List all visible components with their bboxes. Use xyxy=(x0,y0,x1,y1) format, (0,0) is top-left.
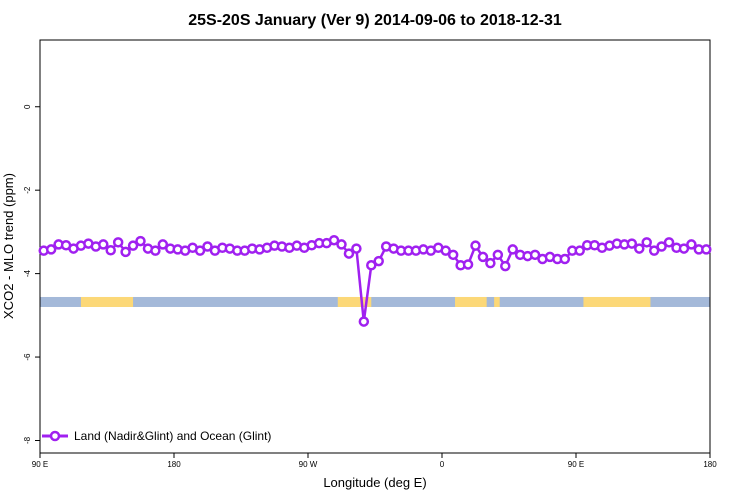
data-point xyxy=(45,244,57,255)
data-point xyxy=(127,240,139,251)
data-point xyxy=(663,237,675,248)
data-point xyxy=(485,257,496,269)
data-point xyxy=(470,240,481,251)
data-point xyxy=(358,316,370,327)
y-tick-label: -8 xyxy=(23,436,32,444)
data-point xyxy=(98,239,109,250)
data-point xyxy=(157,239,169,250)
y-tick-label: -2 xyxy=(23,186,32,194)
x-tick-label: 180 xyxy=(167,460,181,469)
x-tick-label: 90 E xyxy=(32,460,48,469)
data-point xyxy=(656,241,667,252)
data-point xyxy=(328,234,340,246)
land-segment xyxy=(583,296,651,307)
data-point xyxy=(500,260,511,272)
data-point xyxy=(351,243,362,254)
y-tick-label: 0 xyxy=(23,104,32,109)
land-segment xyxy=(337,296,372,307)
series-line xyxy=(43,238,707,323)
y-tick-label: -6 xyxy=(23,353,32,361)
data-point xyxy=(150,245,161,256)
data-point xyxy=(701,244,712,255)
data-point xyxy=(366,260,377,271)
data-point xyxy=(686,239,697,250)
x-axis-label: Longitude (deg E) xyxy=(323,475,426,490)
data-point xyxy=(105,245,116,256)
x-tick-label: 90 W xyxy=(299,460,318,469)
data-point xyxy=(447,249,459,261)
data-point xyxy=(641,237,652,248)
x-tick-label: 0 xyxy=(440,460,445,469)
y-tick-label: -4 xyxy=(23,270,32,278)
surface-band xyxy=(40,296,710,307)
legend: Land (Nadir&Glint) and Ocean (Glint) xyxy=(42,429,271,443)
y-axis: 0 -2 -4 -6 -8 xyxy=(23,104,40,444)
data-point xyxy=(120,246,131,258)
data-point xyxy=(678,243,690,254)
x-tick-label: 180 xyxy=(703,460,717,469)
data-point xyxy=(634,243,645,254)
data-point xyxy=(626,238,638,249)
data-point xyxy=(202,241,213,252)
x-tick-label: 90 E xyxy=(568,460,584,469)
data-point xyxy=(492,249,504,261)
data-point xyxy=(477,251,489,263)
chart-title: 25S-20S January (Ver 9) 2014-09-06 to 20… xyxy=(188,12,562,29)
data-point xyxy=(559,253,571,265)
data-point xyxy=(440,245,451,256)
data-point xyxy=(529,249,541,261)
series-land-ocean xyxy=(38,234,712,327)
data-point xyxy=(112,237,124,248)
data-point xyxy=(507,244,518,255)
y-axis-label: XCO2 - MLO trend (ppm) xyxy=(1,173,16,319)
data-point xyxy=(343,248,355,259)
land-segment xyxy=(455,296,487,307)
x-axis: 90 E 180 90 W 0 90 E 180 xyxy=(32,453,717,469)
data-point xyxy=(574,245,585,256)
land-segment xyxy=(80,296,134,307)
land-segment xyxy=(494,296,500,307)
data-point xyxy=(462,259,474,270)
legend-label: Land (Nadir&Glint) and Ocean (Glint) xyxy=(74,429,271,443)
data-point xyxy=(373,255,384,267)
data-point xyxy=(194,245,206,256)
data-point xyxy=(135,235,146,247)
data-point xyxy=(648,245,660,256)
data-point xyxy=(336,239,347,250)
ocean-band xyxy=(40,296,710,307)
legend-marker-swatch xyxy=(49,430,61,442)
